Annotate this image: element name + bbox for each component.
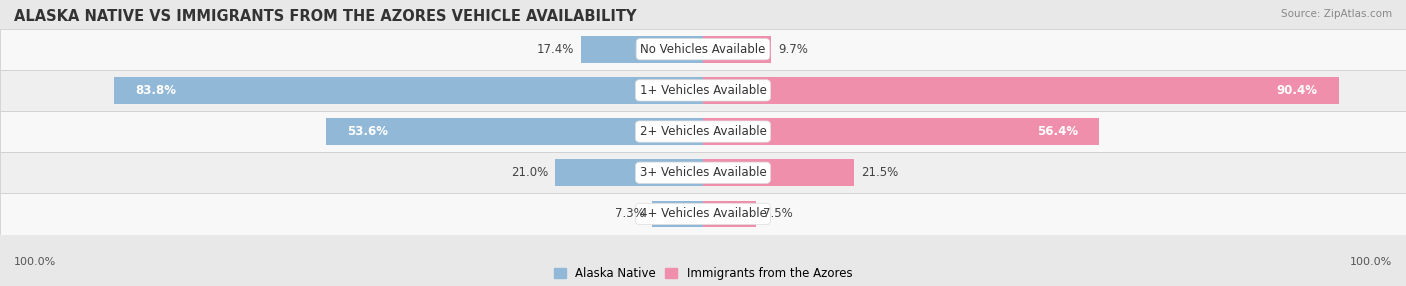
Text: No Vehicles Available: No Vehicles Available xyxy=(640,43,766,56)
Text: ALASKA NATIVE VS IMMIGRANTS FROM THE AZORES VEHICLE AVAILABILITY: ALASKA NATIVE VS IMMIGRANTS FROM THE AZO… xyxy=(14,9,637,23)
Bar xyxy=(652,200,703,227)
Bar xyxy=(703,200,756,227)
Bar xyxy=(114,77,703,104)
Text: Source: ZipAtlas.com: Source: ZipAtlas.com xyxy=(1281,9,1392,19)
Bar xyxy=(0,152,1406,193)
Text: 21.5%: 21.5% xyxy=(860,166,898,179)
Bar xyxy=(326,118,703,145)
Bar xyxy=(703,118,1099,145)
Text: 100.0%: 100.0% xyxy=(14,257,56,267)
Text: 90.4%: 90.4% xyxy=(1277,84,1317,97)
Text: 2+ Vehicles Available: 2+ Vehicles Available xyxy=(640,125,766,138)
Bar xyxy=(0,193,1406,235)
Text: 3+ Vehicles Available: 3+ Vehicles Available xyxy=(640,166,766,179)
Bar xyxy=(0,70,1406,111)
Text: 4+ Vehicles Available: 4+ Vehicles Available xyxy=(640,207,766,221)
Text: 1+ Vehicles Available: 1+ Vehicles Available xyxy=(640,84,766,97)
Text: 56.4%: 56.4% xyxy=(1038,125,1078,138)
Bar xyxy=(555,159,703,186)
Text: 9.7%: 9.7% xyxy=(779,43,808,56)
Bar xyxy=(703,77,1339,104)
Text: 7.5%: 7.5% xyxy=(762,207,793,221)
Text: 83.8%: 83.8% xyxy=(135,84,176,97)
Legend: Alaska Native, Immigrants from the Azores: Alaska Native, Immigrants from the Azore… xyxy=(554,267,852,280)
Text: 53.6%: 53.6% xyxy=(347,125,388,138)
Bar xyxy=(581,36,703,63)
Bar xyxy=(0,29,1406,70)
Bar xyxy=(703,159,855,186)
Text: 7.3%: 7.3% xyxy=(614,207,644,221)
Bar xyxy=(703,36,772,63)
Text: 21.0%: 21.0% xyxy=(512,166,548,179)
Text: 100.0%: 100.0% xyxy=(1350,257,1392,267)
Text: 17.4%: 17.4% xyxy=(536,43,574,56)
Bar xyxy=(0,111,1406,152)
